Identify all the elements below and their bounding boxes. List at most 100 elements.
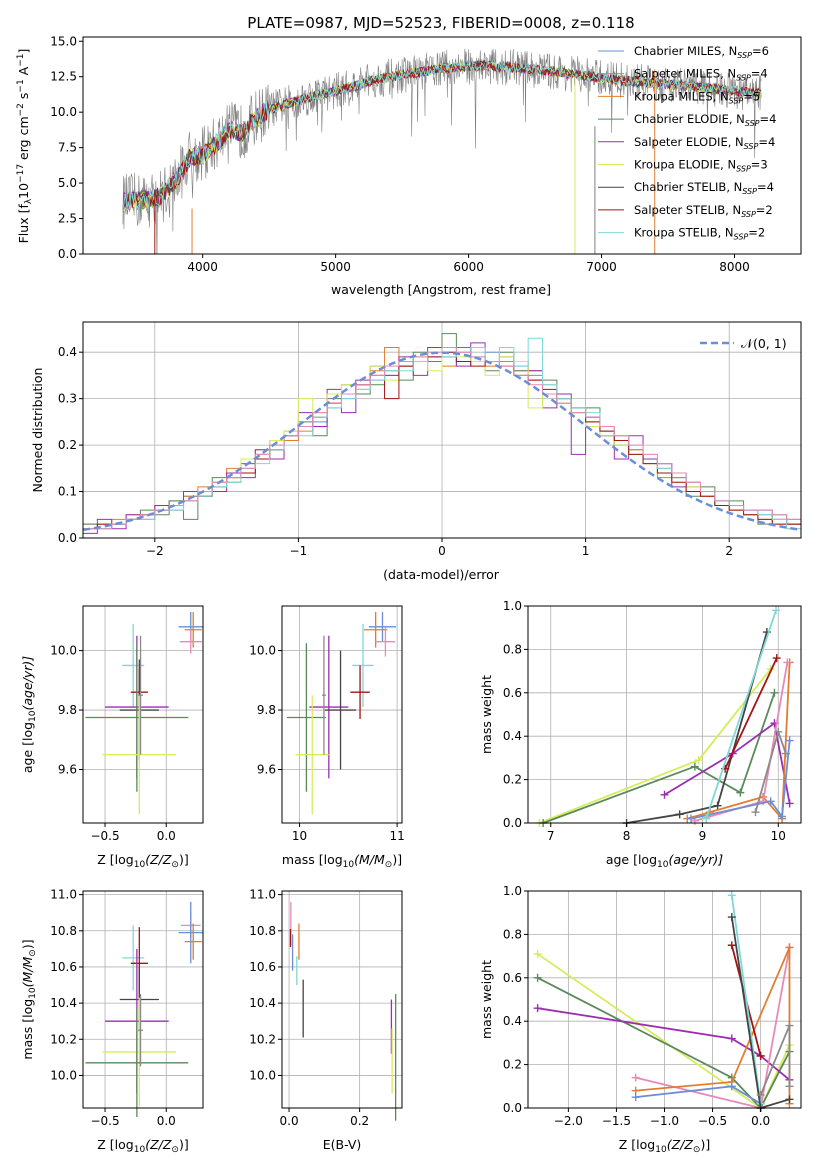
label-part: Chabrier STELIB, N [634, 180, 742, 194]
massweight-age-axes [528, 605, 801, 824]
label-part: SSP [734, 233, 749, 242]
label-part: ⊙ [171, 860, 179, 870]
y-axis-label: age [log10(age/yr)] [20, 656, 38, 773]
y-tick-label: 0.8 [503, 927, 522, 941]
y-tick-label: 11.0 [249, 888, 276, 902]
label-part: A [16, 66, 31, 79]
label-part: Z [log [97, 1137, 133, 1152]
label-part: −17 [16, 164, 26, 183]
label-part: SSP [742, 187, 757, 196]
y-tick-label: 0.8 [503, 642, 522, 656]
label-part: 10 [16, 183, 31, 199]
x-tick-label: −2.0 [554, 1114, 583, 1128]
label-part: Kroupa STELIB, N [634, 226, 734, 240]
y-tick-label: 0.2 [58, 438, 77, 452]
mass-age-axes [282, 606, 402, 823]
weight-marker [533, 1004, 542, 1013]
weight-line-chabrier-stelib [626, 631, 768, 824]
legend-entry: Salpeter STELIB, NSSP=2 [634, 203, 773, 219]
x-tick-label: 1 [582, 544, 590, 558]
label-part: Salpeter STELIB, N [634, 203, 741, 217]
y-tick-label: 7.5 [58, 141, 77, 155]
massweight-z-axes [528, 890, 801, 1109]
label-part: Z [log [97, 852, 133, 867]
weight-marker [736, 788, 745, 797]
weight-marker [727, 1034, 736, 1043]
ebv-mass-axes [282, 891, 402, 1108]
label-part: Chabrier ELODIE, N [634, 112, 745, 126]
weight-marker [727, 891, 736, 900]
x-tick-label: 9 [699, 829, 707, 843]
x-tick-label: 0.0 [157, 829, 176, 843]
ebv-mass-frame: 0.0 0.2 10.0 10.2 10.4 10.6 10.8 11.0 [249, 888, 403, 1128]
massweight-age-frame: 7 8 9 10 0.0 0.2 0.4 0.6 0.8 1.0 [503, 599, 802, 843]
label-part: SSP [736, 74, 751, 83]
spectrum-lines [122, 48, 762, 254]
label-part: −1 [16, 79, 26, 92]
y-tick-label: 10.6 [249, 960, 276, 974]
x-tick-label: 0.0 [157, 1114, 176, 1128]
label-part: 10 [28, 987, 38, 999]
label-part: mass [log [282, 852, 343, 867]
label-part: )] [392, 852, 402, 867]
y-tick-label: 10.0 [50, 1068, 77, 1082]
y-tick-label: 10.8 [50, 924, 77, 938]
weight-line-chabrier-elodie [542, 692, 776, 824]
y-tick-label: 0.0 [503, 816, 522, 830]
y-tick-label: 9.8 [257, 703, 276, 717]
weight-marker [771, 606, 780, 615]
x-tick-label: −1.5 [602, 1114, 631, 1128]
y-tick-label: 2.5 [58, 212, 77, 226]
weight-marker [713, 801, 722, 810]
x-tick-label: 7 [547, 829, 555, 843]
weight-marker [778, 812, 787, 821]
legend-entry: Salpeter MILES, NSSP=4 [634, 67, 768, 83]
y-tick-label: 5.0 [58, 176, 77, 190]
y-axis-label: mass weight [479, 960, 494, 1039]
weight-line-chabrier-elodie [537, 976, 791, 1110]
x-tick-label: 6000 [453, 260, 484, 274]
massweight-z-frame: −2.0 −1.5 −1.0 −0.5 0.0 0.0 0.2 0.4 0.6 0.8 1.0 [503, 884, 802, 1128]
legend-entry: Kroupa ELODIE, NSSP=3 [634, 158, 768, 174]
weight-marker [727, 913, 736, 922]
label-part: (age/yr)] [668, 852, 723, 867]
label-part: Chabrier MILES, N [634, 44, 737, 58]
label-part: ⊙ [385, 860, 393, 870]
z-mass-frame: −0.5 0.0 10.0 10.2 10.4 10.6 10.8 11.0 [50, 888, 204, 1128]
label-part: 10 [657, 860, 669, 870]
legend-entry: Chabrier MILES, NSSP=6 [634, 44, 769, 60]
label-part: Kroupa MILES, N [634, 89, 729, 103]
x-tick-label: 5000 [320, 260, 351, 274]
weight-line-salpeter-stelib [724, 657, 778, 770]
label-part: −2 [16, 103, 26, 116]
label-part: (Z/Z [667, 1137, 694, 1152]
label-part: =3 [751, 158, 768, 172]
y-tick-label: 9.6 [58, 762, 77, 776]
x-axis-label: Z [log10(Z/Z⊙)] [97, 852, 188, 870]
label-part: (age/yr)] [20, 656, 35, 711]
y-tick-label: 0.1 [58, 485, 77, 499]
weight-marker [766, 797, 775, 806]
label-part: (M/M [354, 852, 385, 867]
normal-curve [83, 351, 801, 532]
y-tick-label: 0.6 [503, 686, 522, 700]
massweight-age-lines [535, 606, 794, 827]
label-part: (Z/Z [145, 852, 172, 867]
legend: Chabrier MILES, NSSP=6 Salpeter MILES, NS… [598, 44, 776, 242]
weight-marker [727, 941, 736, 950]
y-tick-label: 0.0 [58, 531, 77, 545]
x-tick-label: −0.5 [698, 1114, 727, 1128]
label-part: ⊙ [171, 1145, 179, 1155]
label-part: Salpeter ELODIE, N [634, 135, 744, 149]
label-part: 10 [28, 710, 38, 722]
y-tick-label: 1.0 [503, 599, 522, 613]
legend-entry: Chabrier ELODIE, NSSP=4 [634, 112, 776, 128]
label-part: age [log [606, 852, 657, 867]
y-axis-label: Normed distribution [30, 368, 45, 493]
weight-marker [631, 1073, 640, 1082]
y-tick-label: 0.4 [503, 1014, 522, 1028]
x-tick-label: −1 [290, 544, 308, 558]
mass-age-errorbars [286, 611, 397, 815]
legend-entry: Chabrier STELIB, NSSP=4 [634, 180, 774, 196]
label-part: =2 [748, 226, 765, 240]
